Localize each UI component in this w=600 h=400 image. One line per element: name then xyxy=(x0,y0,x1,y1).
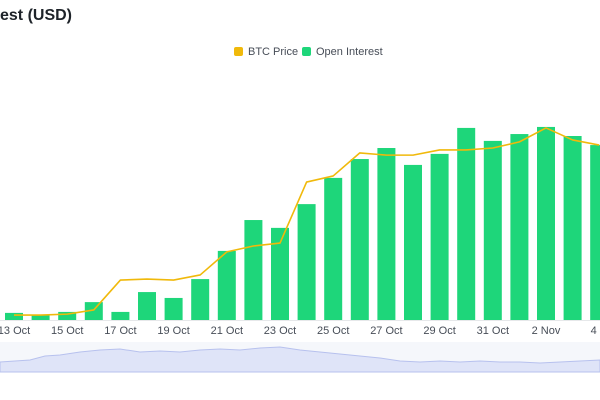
bar xyxy=(510,134,529,320)
bar xyxy=(111,311,130,320)
bar xyxy=(271,227,289,320)
bar xyxy=(138,292,156,320)
bar xyxy=(84,302,103,320)
x-tick-label: 27 Oct xyxy=(370,325,402,337)
legend-label: BTC Price xyxy=(248,46,298,58)
x-tick-label: 19 Oct xyxy=(157,325,189,337)
x-tick-label: 13 Oct xyxy=(0,325,30,337)
x-tick-label: 25 Oct xyxy=(317,325,349,337)
legend-label: Open Interest xyxy=(316,46,383,58)
x-tick-label: 21 Oct xyxy=(211,325,243,337)
x-tick-label: 29 Oct xyxy=(423,325,455,337)
line xyxy=(14,127,600,316)
bar xyxy=(5,312,23,320)
bar xyxy=(537,126,555,320)
bar xyxy=(58,311,77,320)
bar xyxy=(297,204,316,320)
bar xyxy=(404,164,422,320)
legend-swatch xyxy=(302,47,311,56)
legend: BTC Price Open Interest xyxy=(234,46,383,58)
bar xyxy=(191,279,210,320)
bar xyxy=(483,140,502,320)
bar xyxy=(350,159,369,320)
bar xyxy=(31,315,50,320)
x-tick-label: 23 Oct xyxy=(264,325,296,337)
chart-title: est (USD) xyxy=(0,7,72,24)
x-tick-label: 2 Nov xyxy=(532,325,561,337)
x-tick-label: 4 N xyxy=(591,325,600,337)
x-tick-label: 31 Oct xyxy=(477,325,509,337)
x-tick-label: 15 Oct xyxy=(51,325,83,337)
bar xyxy=(457,127,476,320)
bar xyxy=(217,250,236,320)
bar xyxy=(164,297,183,320)
bar xyxy=(377,148,396,320)
bar xyxy=(590,145,600,320)
x-tick-label: 17 Oct xyxy=(104,325,136,337)
bar xyxy=(430,153,449,320)
navigator-area xyxy=(0,346,600,373)
legend-swatch xyxy=(234,47,243,56)
navigator xyxy=(0,342,600,373)
bar xyxy=(324,177,343,320)
bar xyxy=(563,136,582,320)
bar xyxy=(244,220,263,320)
